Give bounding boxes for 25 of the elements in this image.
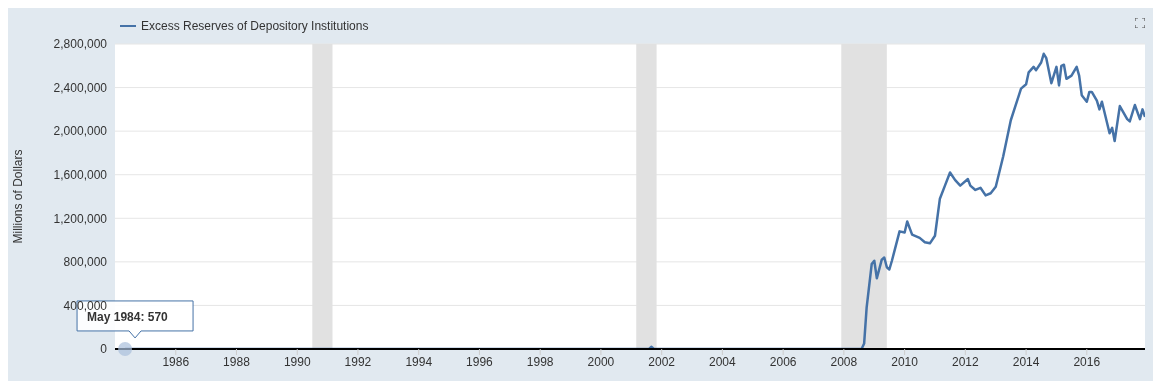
x-tick-label: 2004 [709,354,737,369]
x-tick-label: 1992 [344,354,372,369]
x-tick-label: 1996 [466,354,494,369]
x-tick-label: 1990 [283,354,311,369]
y-tick-label: 2,000,000 [53,124,108,139]
x-tick-label: 2002 [648,354,676,369]
y-tick-label: 0 [100,342,108,357]
y-tick-label: 1,600,000 [53,167,108,182]
x-tick-label: 2008 [830,354,858,369]
y-axis-title: Millions of Dollars [11,149,26,244]
y-tick-label: 800,000 [63,255,108,270]
x-tick-label: 2010 [891,354,919,369]
y-tick-label: 2,800,000 [53,37,108,52]
x-tick-label: 2000 [587,354,615,369]
x-tick-label: 1988 [223,354,251,369]
x-tick-label: 1994 [405,354,433,369]
x-tick-label: 2012 [951,354,979,369]
legend-label: Excess Reserves of Depository Institutions [141,19,369,33]
x-tick-label: 2016 [1073,354,1101,369]
x-tick-label: 2006 [769,354,797,369]
x-tick-label: 1998 [526,354,554,369]
x-tick-label: 1986 [162,354,190,369]
x-tick-label: 2014 [1012,354,1040,369]
y-tick-label: 1,200,000 [53,211,108,226]
y-tick-label: 2,400,000 [53,80,108,95]
